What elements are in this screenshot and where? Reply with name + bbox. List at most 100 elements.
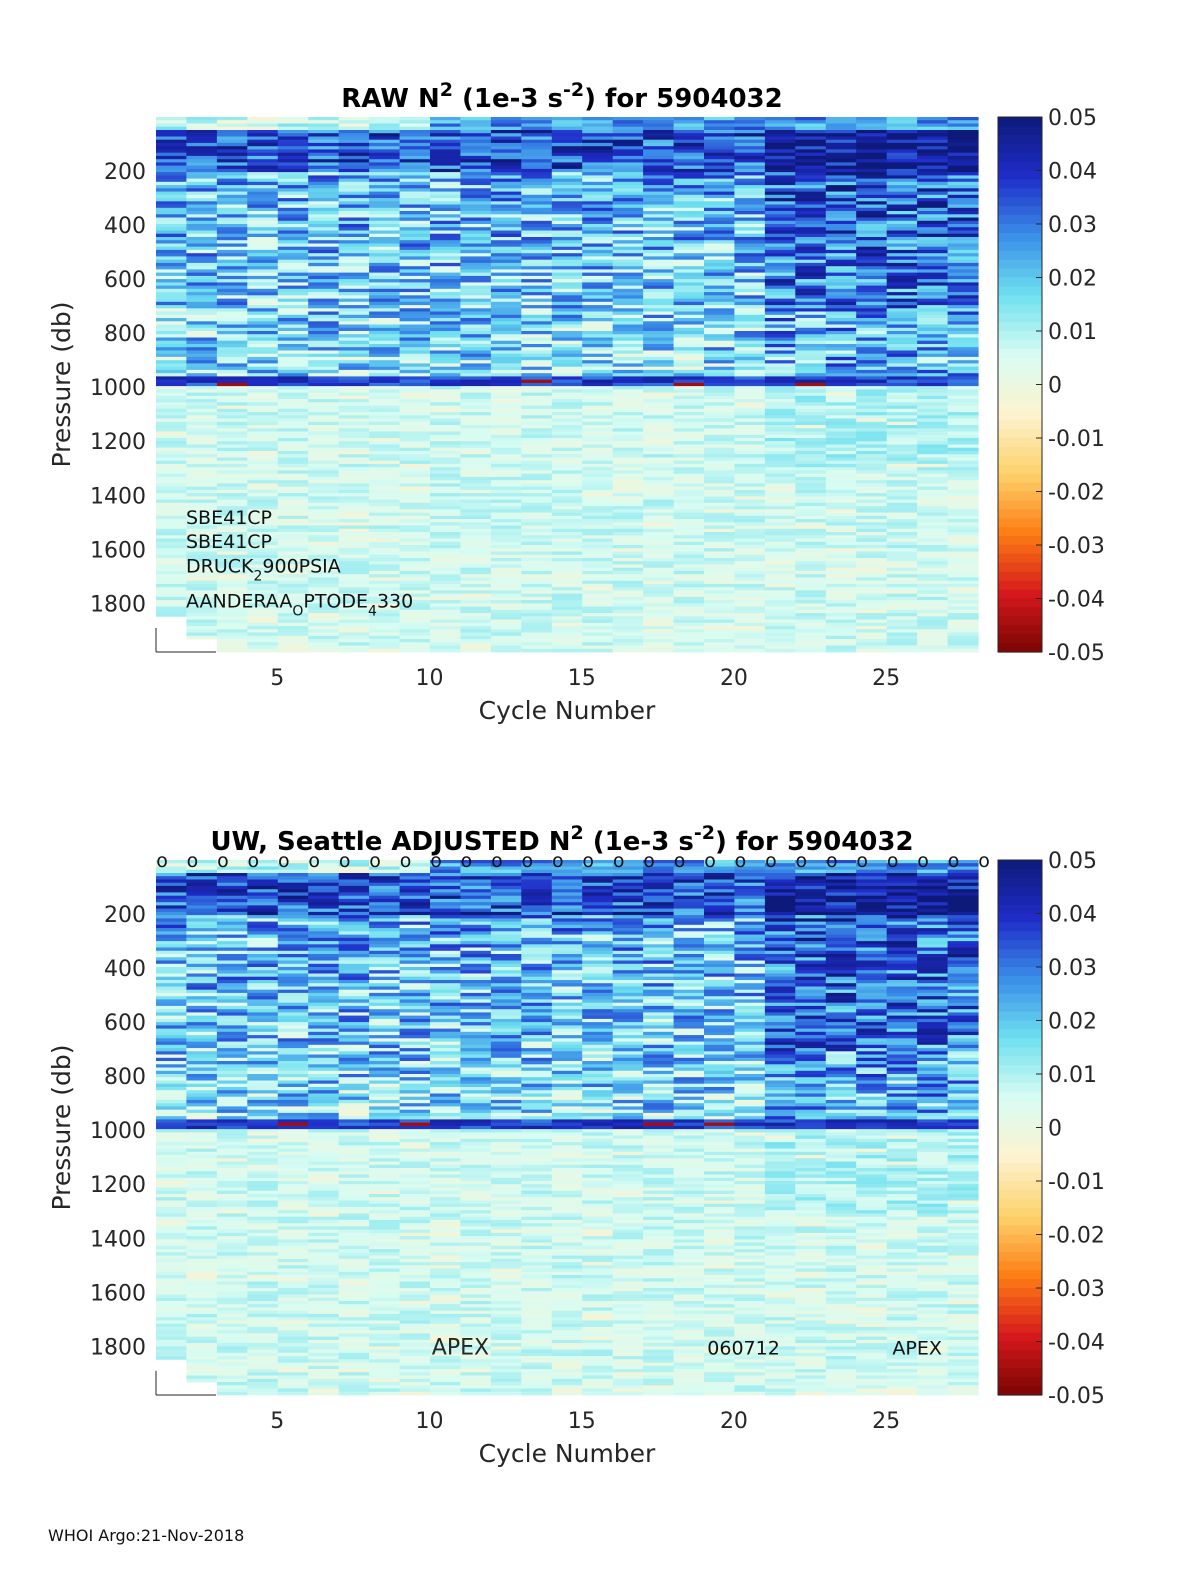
- heatmap-cell: [947, 648, 979, 653]
- heatmap-cell: [430, 240, 461, 244]
- heatmap-cell: [947, 344, 979, 348]
- heatmap-cell: [612, 635, 644, 640]
- heatmap-cell: [247, 340, 279, 345]
- colorbar-swatch: [998, 206, 1042, 216]
- heatmap-cell: [521, 454, 553, 458]
- heatmap-cell: [460, 285, 492, 290]
- heatmap-cell: [764, 373, 796, 377]
- heatmap-cell: [612, 603, 644, 607]
- heatmap-cell: [430, 360, 461, 364]
- heatmap-cell: [856, 558, 888, 562]
- heatmap-cell: [734, 522, 766, 526]
- heatmap-cell: [277, 454, 309, 458]
- heatmap-cell: [216, 873, 248, 877]
- heatmap-cell: [308, 191, 340, 196]
- heatmap-cell: [156, 496, 187, 500]
- heatmap-cell: [917, 366, 949, 371]
- heatmap-cell: [186, 139, 218, 144]
- heatmap-cell: [764, 561, 796, 565]
- heatmap-cell: [186, 1015, 218, 1020]
- heatmap-cell: [186, 866, 218, 871]
- heatmap-cell: [764, 418, 796, 423]
- heatmap-cell: [216, 918, 248, 922]
- heatmap-cell: [156, 895, 187, 900]
- heatmap-cell: [156, 1330, 187, 1334]
- heatmap-cell: [460, 262, 492, 267]
- heatmap-cell: [795, 288, 827, 293]
- heatmap-cell: [338, 583, 370, 588]
- heatmap-cell: [917, 593, 949, 598]
- colorbar-swatch: [998, 589, 1042, 600]
- heatmap-cell: [704, 292, 735, 296]
- heatmap-cell: [917, 583, 949, 588]
- heatmap-cell: [947, 512, 979, 517]
- heatmap-cell: [673, 334, 705, 338]
- heatmap-cell: [156, 1275, 187, 1279]
- heatmap-cell: [704, 545, 735, 549]
- heatmap-cell: [186, 1132, 218, 1136]
- heatmap-cell: [399, 279, 431, 283]
- heatmap-cell: [795, 609, 827, 614]
- heatmap-cell: [886, 142, 918, 147]
- heatmap-cell: [947, 561, 979, 565]
- heatmap-cell: [856, 366, 888, 371]
- heatmap-cell: [917, 249, 949, 254]
- heatmap-cell: [643, 142, 675, 147]
- heatmap-cell: [369, 603, 401, 607]
- heatmap-cell: [643, 548, 675, 552]
- heatmap-cell: [216, 489, 248, 494]
- heatmap-cell: [308, 476, 340, 481]
- heatmap-cell: [460, 253, 492, 257]
- heatmap-cell: [216, 237, 248, 241]
- heatmap-cell: [673, 379, 705, 384]
- heatmap-cell: [764, 181, 796, 186]
- heatmap-cell: [430, 256, 461, 260]
- heatmap-cell: [247, 412, 279, 416]
- heatmap-cell: [947, 402, 979, 406]
- heatmap-cell: [673, 386, 705, 390]
- heatmap-cell: [156, 580, 187, 585]
- heatmap-cell: [734, 227, 766, 231]
- heatmap-cell: [886, 616, 918, 620]
- heatmap-cell: [490, 551, 522, 556]
- heatmap-cell: [551, 580, 583, 585]
- heatmap-cell: [917, 253, 949, 257]
- heatmap-cell: [551, 373, 583, 377]
- heatmap-cell: [825, 146, 857, 150]
- heatmap-cell: [277, 360, 309, 364]
- heatmap-cell: [643, 204, 675, 209]
- heatmap-cell: [277, 558, 309, 562]
- heatmap-cell: [216, 860, 248, 864]
- heatmap-cell: [216, 1087, 248, 1091]
- colorbar-swatch: [998, 286, 1042, 296]
- heatmap-cell: [551, 217, 583, 222]
- heatmap-cell: [247, 379, 279, 384]
- heatmap-cell: [308, 152, 340, 157]
- heatmap-cell: [277, 525, 309, 530]
- heatmap-cell: [764, 269, 796, 273]
- heatmap-cell: [734, 574, 766, 578]
- heatmap-cell: [186, 980, 218, 984]
- heatmap-cell: [338, 136, 370, 141]
- heatmap-cell: [947, 567, 979, 572]
- heatmap-cell: [947, 373, 979, 377]
- heatmap-cell: [795, 476, 827, 481]
- heatmap-cell: [856, 295, 888, 299]
- heatmap-cell: [947, 188, 979, 192]
- heatmap-cell: [917, 152, 949, 157]
- heatmap-cell: [156, 373, 187, 377]
- heatmap-cell: [612, 305, 644, 309]
- heatmap-cell: [521, 382, 553, 387]
- colorbar-swatch: [998, 384, 1042, 394]
- heatmap-cell: [156, 1223, 187, 1227]
- heatmap-cell: [704, 548, 735, 552]
- heatmap-cell: [551, 425, 583, 429]
- heatmap-cell: [704, 619, 735, 624]
- heatmap-cell: [156, 1194, 187, 1198]
- heatmap-cell: [399, 259, 431, 264]
- heatmap-cell: [643, 253, 675, 257]
- heatmap-cell: [156, 256, 187, 260]
- heatmap-cell: [156, 269, 187, 273]
- heatmap-cell: [612, 509, 644, 513]
- heatmap-cell: [582, 626, 614, 630]
